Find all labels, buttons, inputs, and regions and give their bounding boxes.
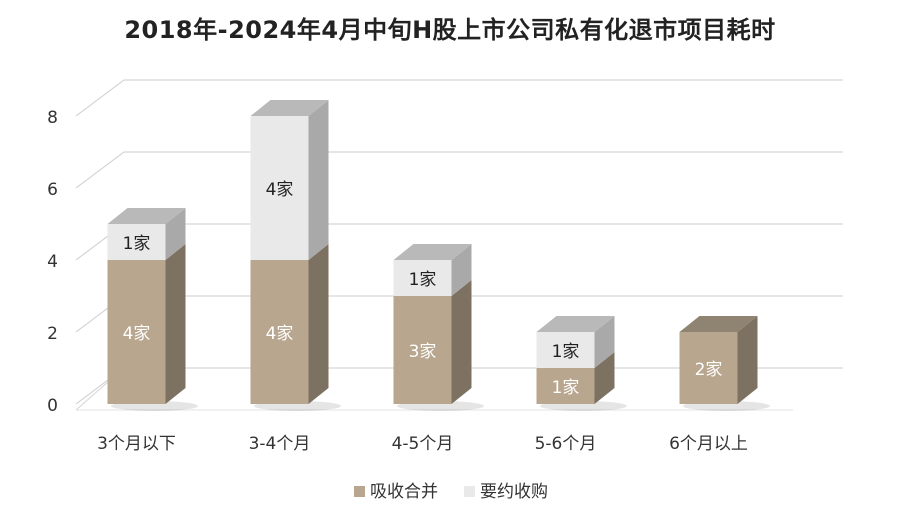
bar-side xyxy=(451,244,472,296)
y-tick-label: 2 xyxy=(47,324,58,344)
x-axis: 3个月以下 3-4个月 4-5个月 5-6个月 6个月以上 xyxy=(97,434,748,454)
x-tick-label: 3-4个月 xyxy=(249,434,311,454)
bar-front xyxy=(107,224,166,260)
data-label: 1家 xyxy=(552,378,580,398)
bar-side xyxy=(165,244,186,404)
legend-label: 要约收购 xyxy=(480,482,548,502)
gridline xyxy=(75,79,843,117)
x-tick-label: 4-5个月 xyxy=(392,434,454,454)
bar-merger-1: 4家 xyxy=(107,244,186,404)
data-label: 4家 xyxy=(266,324,294,344)
bar-tender-1: 1家 xyxy=(107,208,186,260)
bar-side xyxy=(594,316,615,368)
bar-merger-2: 4家 xyxy=(250,244,329,404)
data-label: 1家 xyxy=(409,270,437,290)
data-label: 1家 xyxy=(123,234,151,254)
data-label: 4家 xyxy=(266,180,294,200)
bar-top xyxy=(393,244,472,260)
x-tick-label: 5-6个月 xyxy=(535,434,597,454)
x-tick-label: 3个月以下 xyxy=(97,434,176,454)
bar-front xyxy=(250,260,309,404)
bar-tender-2: 4家 xyxy=(250,100,329,260)
bar-top xyxy=(679,316,758,332)
bar-side xyxy=(308,244,329,404)
legend: 吸收合并 要约收购 xyxy=(354,482,548,502)
y-tick-label: 8 xyxy=(47,108,58,128)
x-tick-label: 6个月以上 xyxy=(669,434,748,454)
bar-front xyxy=(679,332,738,404)
bar-merger-3: 3家 xyxy=(393,280,472,404)
bar-front xyxy=(107,260,166,404)
bar-merger-4: 1家 xyxy=(536,352,615,404)
gridline xyxy=(75,151,843,189)
y-axis: 0 2 4 6 8 xyxy=(47,108,58,416)
data-label: 3家 xyxy=(409,342,437,362)
chart-title: 2018年-2024年4月中旬H股上市公司私有化退市项目耗时 xyxy=(124,16,776,44)
legend-swatch xyxy=(354,486,365,497)
bar-front xyxy=(536,368,595,404)
bar-top xyxy=(107,208,186,224)
data-label: 4家 xyxy=(123,324,151,344)
legend-label: 吸收合并 xyxy=(370,482,438,502)
bar-tender-3: 1家 xyxy=(393,244,472,296)
y-tick-label: 6 xyxy=(47,180,58,200)
bar-side xyxy=(737,316,758,404)
data-label: 2家 xyxy=(695,360,723,380)
bar-side xyxy=(308,100,329,260)
bar-top xyxy=(536,316,615,332)
bar-merger-5: 2家 xyxy=(679,316,758,404)
bar-tender-4: 1家 xyxy=(536,316,615,368)
bar-side xyxy=(594,352,615,404)
bar-front xyxy=(393,296,452,404)
bar-top xyxy=(250,100,329,116)
legend-swatch xyxy=(464,486,475,497)
data-label: 1家 xyxy=(552,342,580,362)
bar-front xyxy=(393,260,452,296)
y-tick-label: 4 xyxy=(47,252,58,272)
bars: 4家 1家 4家 4家 3家 1家 1家 1家 2家 xyxy=(107,100,770,411)
bar-side xyxy=(165,208,186,260)
bar-side xyxy=(451,280,472,404)
bar-front xyxy=(536,332,595,368)
bar-front xyxy=(250,116,309,260)
y-tick-label: 0 xyxy=(47,396,58,416)
